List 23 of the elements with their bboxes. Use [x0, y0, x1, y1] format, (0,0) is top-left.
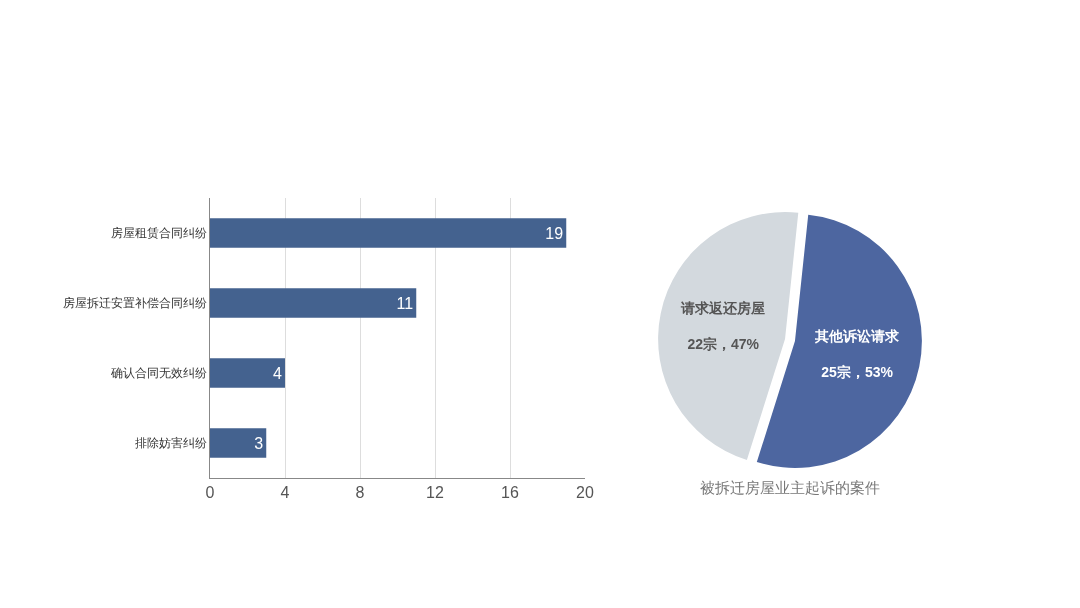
x-tick-label: 0: [205, 484, 215, 502]
y-tick-label: 确认合同无效纠纷: [109, 366, 207, 381]
bar: [210, 428, 267, 458]
y-tick-label: 房屋租赁合同纠纷: [110, 226, 207, 241]
x-tick-label: 4: [280, 484, 290, 502]
data-label: 3: [254, 434, 264, 452]
bar: [210, 288, 417, 318]
data-label: 25宗，53%: [821, 364, 894, 381]
slice-label: 其他诉讼请求: [814, 327, 901, 344]
x-tick-label: 12: [426, 484, 444, 502]
x-tick-label: 20: [576, 484, 594, 502]
bar: [210, 218, 567, 248]
data-label: 19: [545, 224, 564, 242]
x-tick-label: 8: [355, 484, 365, 502]
bar: [210, 358, 285, 388]
data-label: 22宗，47%: [687, 336, 760, 353]
data-label: 11: [396, 294, 414, 312]
text: 被拆迁房屋业主起诉的案件: [700, 479, 880, 496]
y-tick-label: 房屋拆迁安置补偿合同纠纷: [62, 296, 207, 311]
y-tick-label: 排除妨害纠纷: [134, 436, 207, 451]
x-tick-label: 16: [501, 484, 519, 502]
slice-label: 请求返还房屋: [680, 299, 766, 316]
data-label: 4: [273, 364, 282, 382]
